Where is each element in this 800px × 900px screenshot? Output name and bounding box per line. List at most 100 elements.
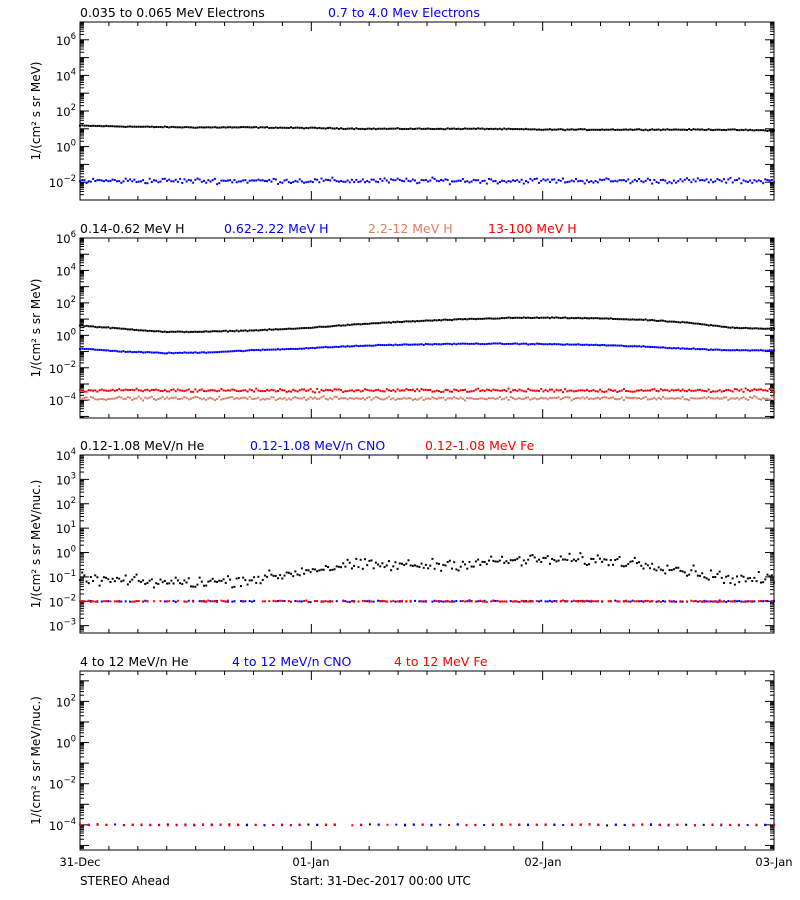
data-point [672, 389, 675, 392]
data-point [559, 128, 562, 131]
data-point [383, 177, 386, 180]
data-point [333, 324, 336, 327]
data-point [201, 823, 204, 826]
data-point [263, 348, 266, 351]
data-point [390, 321, 393, 324]
data-point [300, 327, 303, 330]
data-point [200, 600, 203, 603]
data-point [181, 181, 184, 184]
data-point [257, 126, 260, 129]
data-point [283, 396, 286, 399]
data-point [766, 573, 769, 576]
data-point [540, 128, 543, 131]
data-point [707, 348, 710, 351]
data-point [705, 128, 708, 131]
data-point [268, 569, 271, 572]
data-point [172, 125, 175, 128]
data-point [751, 349, 754, 352]
data-point [622, 399, 625, 402]
data-point [685, 177, 688, 180]
data-point [520, 564, 523, 567]
data-point [135, 573, 138, 576]
data-point [575, 390, 578, 393]
data-point [344, 565, 347, 568]
data-point [218, 395, 221, 398]
data-point [218, 330, 221, 333]
data-point [648, 179, 651, 182]
y-tick-label: 10−4 [49, 817, 76, 833]
data-point [542, 178, 545, 181]
data-point [635, 345, 638, 348]
data-point [614, 397, 617, 400]
data-point [370, 178, 373, 181]
data-point [155, 125, 158, 128]
data-point [570, 600, 573, 603]
data-point [653, 178, 656, 181]
data-point [89, 325, 92, 328]
data-point [316, 570, 319, 573]
data-point [233, 350, 236, 353]
data-point [329, 388, 332, 391]
data-point [509, 559, 512, 562]
data-point [122, 579, 125, 582]
data-point [329, 346, 332, 349]
data-point [542, 128, 545, 131]
data-point [496, 389, 499, 392]
data-point [337, 324, 340, 327]
data-point [688, 573, 691, 576]
data-point [366, 344, 369, 347]
data-point [105, 326, 108, 329]
data-point [244, 396, 247, 399]
data-point [444, 398, 447, 401]
data-point [348, 397, 351, 400]
data-point [755, 129, 758, 132]
data-point [279, 328, 282, 331]
data-point [677, 128, 680, 131]
data-point [353, 390, 356, 393]
data-point [166, 331, 169, 334]
data-point [311, 568, 314, 571]
data-point [246, 126, 249, 129]
data-point [490, 127, 493, 130]
data-point [142, 179, 145, 182]
data-point [472, 565, 475, 568]
data-point [285, 390, 288, 393]
data-point [327, 179, 330, 182]
data-point [690, 599, 693, 602]
data-point [246, 583, 249, 586]
data-point [427, 397, 430, 400]
data-point [163, 389, 166, 392]
data-point [612, 389, 615, 392]
data-point [598, 128, 601, 131]
data-point [263, 824, 266, 827]
data-point [505, 560, 508, 563]
data-point [479, 317, 482, 320]
data-point [770, 178, 773, 181]
data-point [688, 388, 691, 391]
data-point [518, 556, 521, 559]
data-point [538, 342, 541, 345]
data-point [152, 600, 155, 603]
data-point [444, 128, 447, 131]
data-point [366, 564, 369, 567]
data-point [216, 600, 219, 603]
data-point [407, 559, 410, 562]
data-point [564, 129, 567, 132]
data-point [740, 128, 743, 131]
data-point [655, 128, 658, 131]
data-point [359, 390, 362, 393]
data-point [316, 326, 319, 329]
data-point [403, 127, 406, 130]
data-point [664, 346, 667, 349]
data-point [485, 317, 488, 320]
data-point [479, 127, 482, 130]
data-point [148, 351, 151, 354]
data-point [722, 325, 725, 328]
data-point [418, 390, 421, 393]
data-point [492, 342, 495, 345]
data-point [424, 178, 427, 181]
data-point [235, 577, 238, 580]
data-point [172, 599, 175, 602]
data-point [183, 600, 186, 603]
data-point [322, 389, 325, 392]
